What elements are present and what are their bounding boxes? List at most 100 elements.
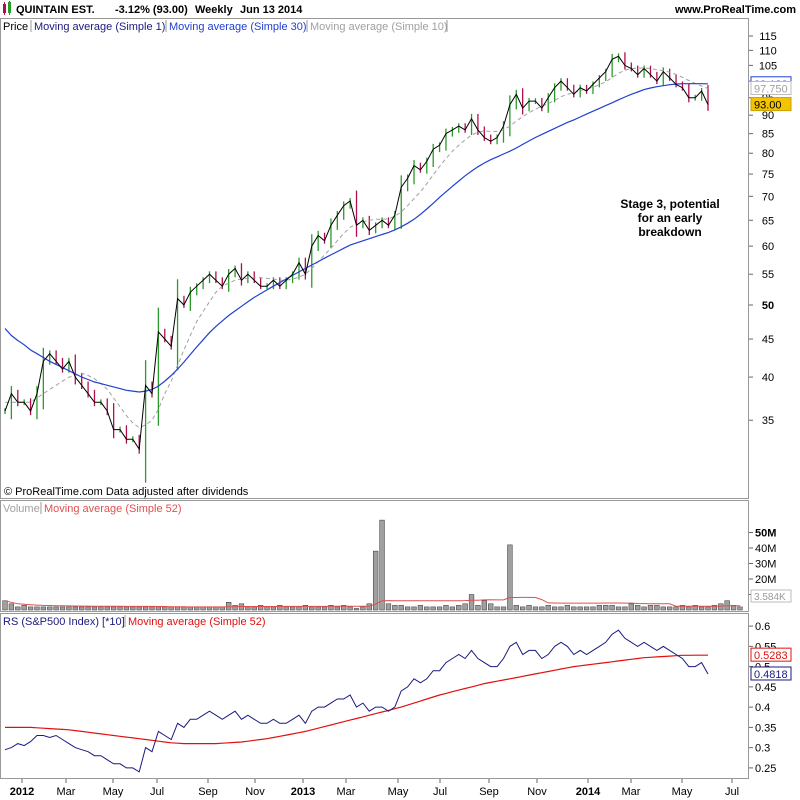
volume-bar xyxy=(647,605,654,611)
volume-bar xyxy=(85,606,91,611)
volume-bar xyxy=(27,606,34,611)
rs-ma-box xyxy=(750,647,792,662)
volume-bar xyxy=(443,605,449,611)
legend-ma1[interactable]: Moving average (Simple 1) xyxy=(34,21,165,33)
volume-bar xyxy=(66,606,72,611)
volume-bar xyxy=(162,606,168,611)
volume-bar xyxy=(417,605,424,611)
legend-rs-ma[interactable]: Moving average (Simple 52) xyxy=(128,616,266,628)
x-axis-label: Mar xyxy=(622,786,641,798)
volume-axis-label: 30M xyxy=(755,559,776,571)
volume-bar xyxy=(353,608,360,611)
legend-ma30[interactable]: Moving average (Simple 30) xyxy=(169,21,307,33)
volume-legend: Volume Moving average (Simple 52) xyxy=(3,502,182,515)
legend-ma10[interactable]: Moving average (Simple 10) xyxy=(310,21,448,33)
rs-value-box xyxy=(750,666,792,681)
volume-bar xyxy=(79,606,85,611)
volume-bar xyxy=(456,605,462,611)
volume-bar xyxy=(334,606,340,611)
volume-bar xyxy=(654,605,660,611)
volume-bar xyxy=(104,606,110,611)
legend-rs[interactable]: RS (S&P500 Index) [*10] xyxy=(3,616,125,628)
annotation-line-2: for an early xyxy=(638,211,703,225)
price-axis-label: 50 xyxy=(762,300,774,312)
legend-price[interactable]: Price xyxy=(3,21,28,33)
last-price: 93.00 xyxy=(754,100,782,112)
volume-bar xyxy=(302,605,308,611)
ma30-line xyxy=(4,83,709,393)
x-axis-label: Nov xyxy=(527,786,547,798)
x-axis-label: Jul xyxy=(433,786,447,798)
price-axis-label: 45 xyxy=(762,334,774,346)
volume-bar xyxy=(686,606,692,611)
volume-bar xyxy=(142,606,149,611)
rs-axis-label: 0.25 xyxy=(755,763,776,775)
rs-ma-value: 0.5283 xyxy=(754,650,788,662)
volume-bar xyxy=(270,606,277,611)
price-axis-label: 90 xyxy=(762,110,774,122)
volume-bar xyxy=(59,606,66,611)
date-label: Jun 13 2014 xyxy=(240,4,303,16)
axes: 1151101051009590858075706560555045403599… xyxy=(10,31,792,798)
price-axis-label: 40 xyxy=(762,372,774,384)
volume-ma-line xyxy=(4,596,740,608)
rs-axis-label: 0.3 xyxy=(755,743,770,755)
volume-bar xyxy=(475,605,481,611)
volume-bar xyxy=(40,606,46,611)
volume-bar xyxy=(705,606,711,611)
site-label[interactable]: www.ProRealTime.com xyxy=(674,4,796,16)
volume-bar xyxy=(558,606,564,611)
volume-bar xyxy=(411,606,417,611)
volume-bar xyxy=(366,603,372,611)
price-axis-label: 35 xyxy=(762,415,774,427)
volume-bar xyxy=(360,606,366,611)
volume-bar xyxy=(347,606,353,611)
price-axis-label: 80 xyxy=(762,148,774,160)
volume-bar xyxy=(615,606,622,611)
price-axis-label: 110 xyxy=(759,45,777,57)
price-axis-label: 70 xyxy=(762,191,774,203)
volume-bar xyxy=(564,605,571,611)
volume-bar xyxy=(328,605,334,611)
volume-bar xyxy=(91,606,98,611)
volume-bar xyxy=(264,606,270,611)
x-axis-label: Jul xyxy=(150,786,164,798)
volume-bar xyxy=(539,606,545,611)
x-axis-label: Sep xyxy=(198,786,218,798)
legend-volume-ma[interactable]: Moving average (Simple 52) xyxy=(44,503,182,515)
volume-bar xyxy=(226,602,232,611)
close-line xyxy=(4,55,709,451)
x-axis-label: Jul xyxy=(725,786,739,798)
volume-bar xyxy=(245,606,251,611)
volume-bar xyxy=(2,600,8,611)
price-axis-label: 105 xyxy=(759,60,777,72)
x-axis-label: 2012 xyxy=(10,786,34,798)
volume-bar xyxy=(258,605,264,611)
volume-bar xyxy=(596,605,602,611)
volume-bar xyxy=(315,606,321,611)
rs-legend: RS (S&P500 Index) [*10] Moving average (… xyxy=(3,615,266,628)
volume-bar xyxy=(667,606,673,611)
volume-bar xyxy=(711,605,718,611)
volume-bar xyxy=(660,606,666,611)
volume-bar xyxy=(577,606,583,611)
price-axis-label: 85 xyxy=(762,129,774,141)
x-axis-label: May xyxy=(388,786,409,798)
volume-bar xyxy=(488,603,494,611)
volume-bar xyxy=(500,606,507,611)
volume-ma-value: 3.584K xyxy=(754,592,786,603)
volume-bar xyxy=(679,605,686,611)
volume-bar xyxy=(149,606,155,611)
rs-axis-label: 0.6 xyxy=(755,621,770,633)
legend-volume[interactable]: Volume xyxy=(3,503,40,515)
volume-bar xyxy=(309,606,315,611)
volume-bar xyxy=(72,606,78,611)
volume-bar xyxy=(468,594,475,611)
volume-bar xyxy=(385,603,392,611)
volume-bar xyxy=(692,605,698,611)
volume-axis-label: 20M xyxy=(755,574,776,586)
volume-bar xyxy=(405,606,411,611)
price-panel-frame xyxy=(0,18,749,499)
rs-panel-frame xyxy=(0,613,749,779)
